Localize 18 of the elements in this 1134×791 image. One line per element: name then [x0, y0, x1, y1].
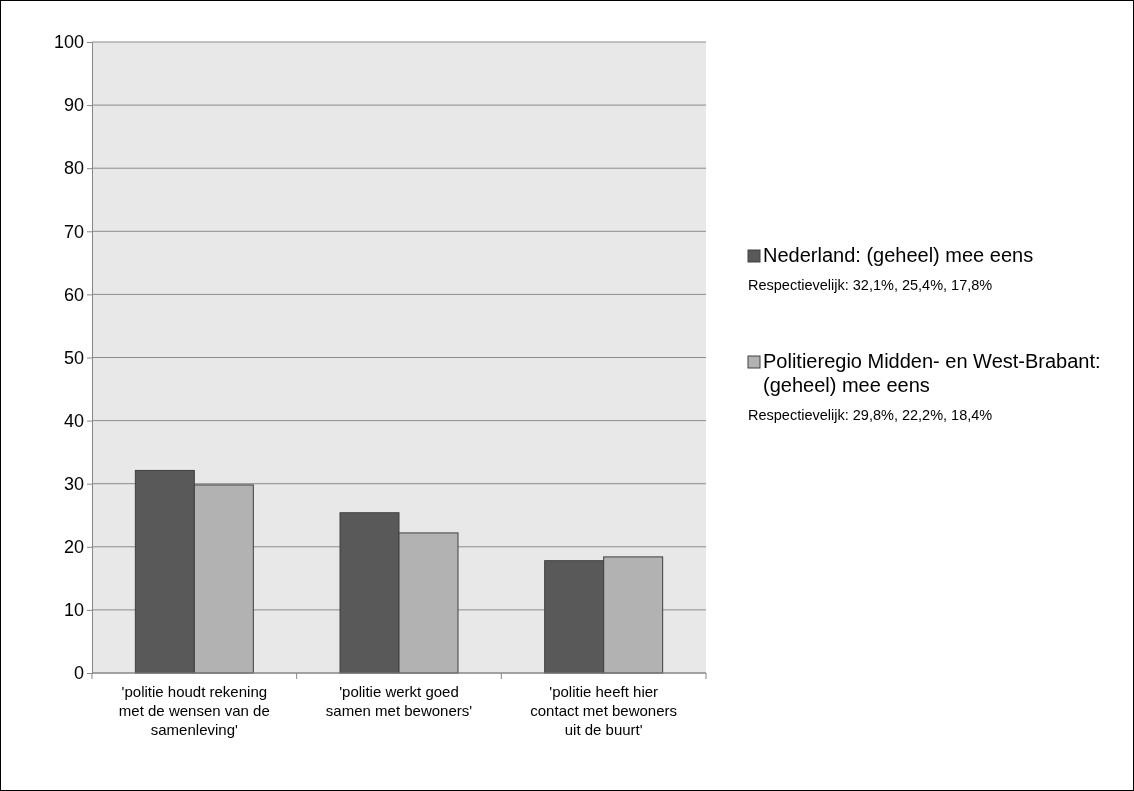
y-tick-label: 0 — [73, 663, 84, 684]
y-tick-label: 100 — [53, 32, 84, 53]
legend-label: Politieregio Midden- en West-Brabant: (geheel) mee eens — [763, 350, 1101, 396]
y-tick-label: 70 — [63, 221, 84, 242]
y-tick-label: 30 — [63, 473, 84, 494]
legend-label: Nederland: (geheel) mee eens — [763, 244, 1034, 266]
y-tick-label: 50 — [63, 347, 84, 368]
x-tick-label: 'politie houdt rekening met de wensen van de samenleving' — [118, 683, 270, 738]
y-tick-label: 90 — [63, 95, 84, 116]
text: Respectievelijk: 32,1%, 25,4%, 17,8% — [748, 277, 993, 293]
x-tick-label: 'politie heeft hier contact met bewoners uit de buurt' — [530, 683, 678, 738]
x-tick-label: 'politie werkt goed samen met bewoners' — [325, 683, 473, 719]
y-tick-label: 40 — [63, 410, 84, 431]
y-tick-label: 60 — [63, 284, 84, 305]
y-tick-label: 10 — [63, 600, 84, 621]
y-tick-label: 80 — [63, 158, 84, 179]
text: Respectievelijk: 29,8%, 22,2%, 18,4% — [748, 407, 993, 423]
y-tick-label: 20 — [63, 537, 84, 558]
